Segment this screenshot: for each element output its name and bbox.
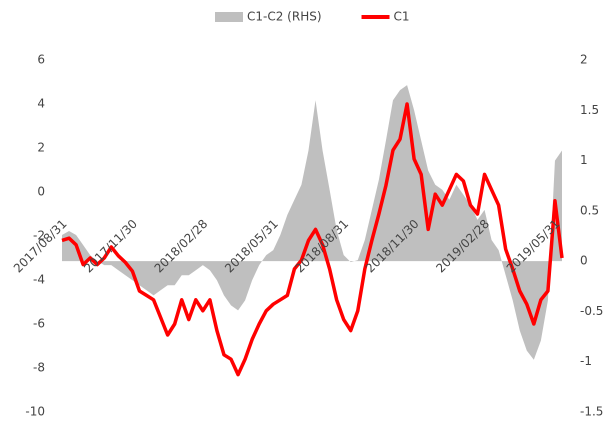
legend-label: C1 <box>394 10 410 24</box>
y-tick-label: 6 <box>37 53 45 67</box>
y2-tick-label: 1.5 <box>580 103 599 117</box>
x-tick-label: 2017/08/31 <box>11 217 70 276</box>
y-tick-label: -8 <box>33 361 45 375</box>
legend-label: C1-C2 (RHS) <box>247 10 322 24</box>
y2-tick-label: -1 <box>580 354 592 368</box>
y2-tick-label: -1.5 <box>580 405 603 419</box>
y2-tick-label: 0 <box>580 254 588 268</box>
y2-tick-label: -0.5 <box>580 304 603 318</box>
legend-swatch <box>215 12 243 22</box>
y-tick-label: 4 <box>37 97 45 111</box>
line <box>61 102 564 377</box>
y-tick-label: 0 <box>37 185 45 199</box>
y2-tick-label: 0.5 <box>580 203 599 217</box>
y-tick-label: -6 <box>33 317 45 331</box>
y-tick-label: -10 <box>25 405 45 419</box>
area <box>62 85 562 360</box>
y2-tick-label: 1 <box>580 153 588 167</box>
y2-tick-label: 2 <box>580 53 588 67</box>
y-tick-label: -4 <box>33 273 45 287</box>
y-tick-label: 2 <box>37 141 45 155</box>
y-tick-label: -2 <box>33 229 45 243</box>
